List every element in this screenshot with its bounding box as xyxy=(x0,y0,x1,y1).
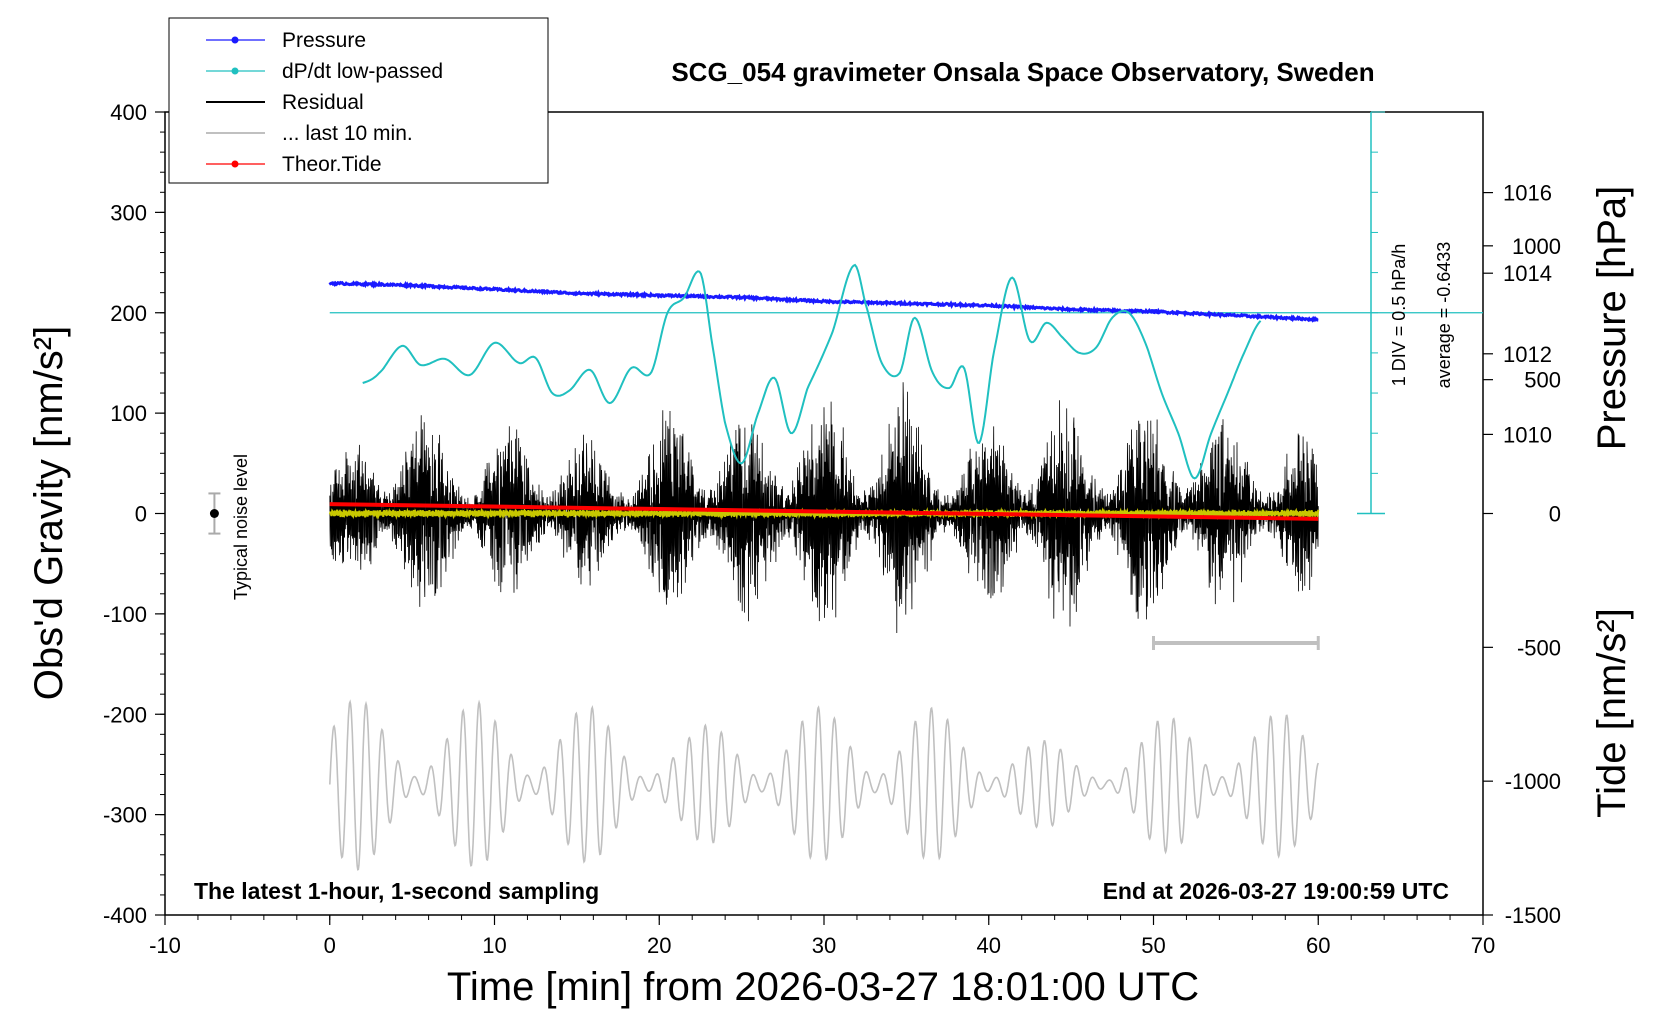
chart-title: SCG_054 gravimeter Onsala Space Observat… xyxy=(671,57,1374,87)
legend-item: Pressure xyxy=(206,29,366,52)
pressure-tick-label: 1010 xyxy=(1503,422,1552,447)
legend-items: Pressure dP/dt low-passed Residual ... last… xyxy=(206,29,443,176)
dpdt-average-label: average = -0.6433 xyxy=(1434,242,1454,389)
legend-item: ... last 10 min. xyxy=(206,122,413,145)
x-axis-label: Time [min] from 2026-03-27 18:01:00 UTC xyxy=(447,965,1199,1009)
pressure-tick-label: 1014 xyxy=(1503,261,1552,286)
legend-item: Residual xyxy=(206,91,364,114)
y-axis-label-tide: Tide [nm/s²] xyxy=(1590,608,1634,818)
x-tick-label: 0 xyxy=(324,933,336,958)
tide-tick-label: 1000 xyxy=(1512,234,1561,259)
tide-tick-label: -1000 xyxy=(1505,769,1561,794)
legend-label: ... last 10 min. xyxy=(282,122,413,145)
theoretical-tide-line xyxy=(329,502,1319,521)
sampling-note: The latest 1-hour, 1-second sampling xyxy=(194,878,599,904)
y-tick-label: -300 xyxy=(103,803,147,828)
x-tick-label: 60 xyxy=(1306,933,1330,958)
y-tick-label: 0 xyxy=(135,502,147,527)
pressure-tick-label: 1012 xyxy=(1503,342,1552,367)
legend-label: Residual xyxy=(282,91,364,114)
legend: Pressure dP/dt low-passed Residual ... last… xyxy=(168,17,549,184)
y-tick-label: -400 xyxy=(103,903,147,928)
tide-tick-label: -500 xyxy=(1517,635,1561,660)
pressure-tick-label: 1016 xyxy=(1503,181,1552,206)
dpdt-scale-label: 1 DIV = 0.5 hPa/h xyxy=(1389,244,1409,387)
legend-box xyxy=(168,17,549,184)
legend-swatch-dot xyxy=(231,67,239,75)
legend-label: Theor.Tide xyxy=(282,153,382,176)
end-time-note: End at 2026-03-27 19:00:59 UTC xyxy=(1103,878,1449,904)
y-tick-label: 100 xyxy=(110,401,147,426)
x-tick-label: 10 xyxy=(482,933,506,958)
residual-line xyxy=(329,382,1319,634)
tide-tick-label: 0 xyxy=(1549,502,1561,527)
x-tick-label: -10 xyxy=(149,933,181,958)
dpdt-line xyxy=(362,263,1262,480)
tide-tick-label: -1500 xyxy=(1505,903,1561,928)
y-tick-label: 200 xyxy=(110,301,147,326)
tide-tick-label: 500 xyxy=(1524,368,1561,393)
x-tick-label: 70 xyxy=(1471,933,1495,958)
y-tick-label: -100 xyxy=(103,602,147,627)
legend-swatch-dot xyxy=(231,36,239,44)
y-tick-label: 300 xyxy=(110,200,147,225)
legend-swatch-dot xyxy=(231,160,239,168)
legend-item: dP/dt low-passed xyxy=(206,60,443,83)
last-10-min-line xyxy=(329,699,1320,871)
y-axis-label-pressure: Pressure [hPa] xyxy=(1590,186,1634,451)
series-layer xyxy=(208,111,1483,871)
noise-point xyxy=(209,509,219,518)
legend-item: Theor.Tide xyxy=(206,153,382,176)
y-tick-label: -200 xyxy=(103,702,147,727)
x-tick-label: 30 xyxy=(812,933,836,958)
x-tick-label: 40 xyxy=(977,933,1001,958)
x-tick-label: 20 xyxy=(647,933,671,958)
residual-mean-line xyxy=(328,506,1320,521)
pressure-line xyxy=(328,280,1319,323)
legend-label: Pressure xyxy=(282,29,366,52)
axes-layer: -10 0 10 20 30 40 50 60 704003002001000-100-200-… xyxy=(103,100,1561,958)
y-tick-label: 400 xyxy=(110,100,147,125)
x-tick-label: 50 xyxy=(1141,933,1165,958)
noise-level-label: Typical noise level xyxy=(231,454,251,600)
y-axis-label-left: Obs'd Gravity [nm/s²] xyxy=(27,326,71,700)
legend-label: dP/dt low-passed xyxy=(282,60,443,83)
